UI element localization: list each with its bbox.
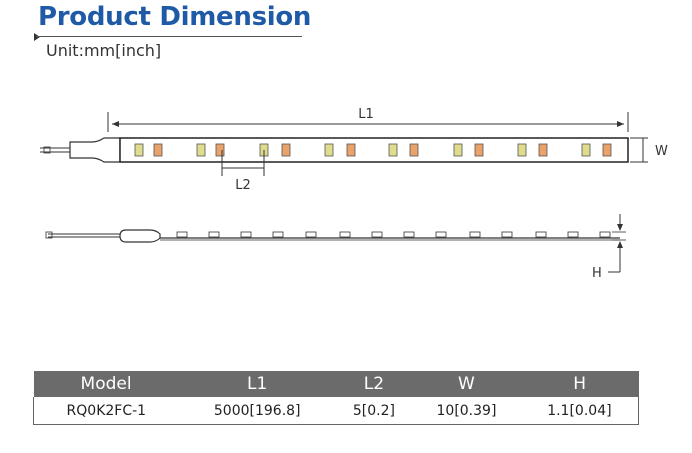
led-chips [134,143,612,157]
header-w: W [412,371,521,397]
l1-label: L1 [358,107,374,122]
led-warm [602,143,612,157]
w-dimension: W [630,137,668,163]
strip-body-top [119,137,629,163]
l2-label: L2 [235,178,251,193]
cell-w: 10[0.39] [412,397,521,425]
led-warm [281,143,291,157]
led-cool [581,143,591,157]
w-label: W [655,144,668,159]
led-warm [346,143,356,157]
cell-l1: 5000[196.8] [178,397,336,425]
led-warm [215,143,225,157]
led-warm [409,143,419,157]
strip-side-view [45,229,620,243]
header-l1: L1 [178,371,336,397]
cell-l2: 5[0.2] [335,397,413,425]
header-h: H [520,371,639,397]
led-warm [538,143,548,157]
strip-wire-top [40,137,121,163]
title-underline [36,36,302,37]
unit-label: Unit:mm[inch] [46,41,162,60]
l2-dimension: L2 [221,150,265,193]
led-warm [153,143,163,157]
table-header-row: Model L1 L2 W H [33,371,639,397]
header-model: Model [33,371,179,397]
page-title: Product Dimension [38,2,312,32]
h-dimension: H [592,214,626,281]
led-cool [453,143,463,157]
led-cool [388,143,398,157]
led-cool [196,143,206,157]
cell-h: 1.1[0.04] [520,397,639,425]
table-row: RQ0K2FC-1 5000[196.8] 5[0.2] 10[0.39] 1.… [32,397,639,425]
title-marker [34,33,40,41]
led-cool [517,143,527,157]
led-warm [474,143,484,157]
h-label: H [592,266,602,281]
led-cool [134,143,144,157]
l1-dimension: L1 [107,107,629,132]
header-l2: L2 [335,371,413,397]
cell-model: RQ0K2FC-1 [32,397,179,425]
led-cool [324,143,334,157]
dimension-table: Model L1 L2 W H RQ0K2FC-1 5000[196.8] 5[… [32,371,639,425]
